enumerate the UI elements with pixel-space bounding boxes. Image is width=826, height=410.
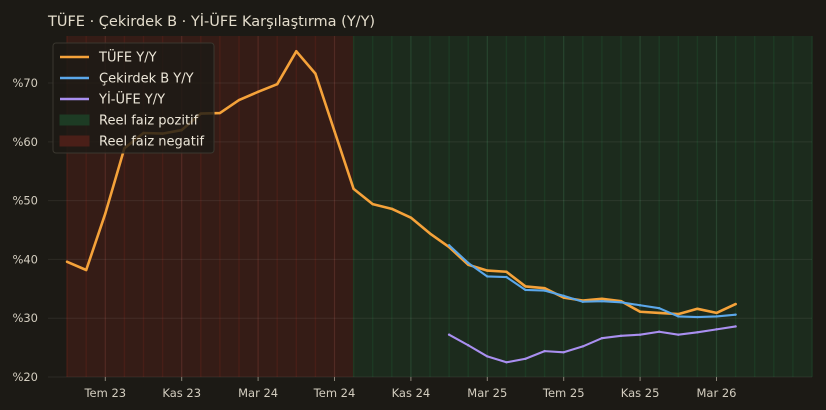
x-tick-label: Kas 24 [392, 386, 431, 400]
data-point [104, 212, 107, 215]
data-point [638, 333, 642, 336]
y-tick-label: %20 [12, 370, 38, 384]
data-point [638, 304, 642, 307]
legend-label: Çekirdek B Y/Y [99, 72, 194, 87]
data-point [715, 328, 718, 331]
x-tick-label: Kas 25 [621, 386, 660, 400]
data-point [600, 299, 604, 303]
data-point [543, 289, 546, 292]
data-point [486, 355, 489, 358]
x-tick-label: Mar 25 [467, 386, 507, 400]
data-point [447, 333, 451, 336]
data-point [581, 345, 584, 348]
data-point [715, 311, 718, 315]
data-point [734, 325, 737, 328]
x-tick-label: Mar 24 [238, 386, 278, 400]
legend-swatch-patch [59, 135, 90, 147]
series-line-2 [448, 325, 737, 364]
data-point [696, 315, 699, 319]
legend-label: Reel faiz pozitif [99, 114, 199, 129]
data-point [447, 244, 451, 247]
data-point [543, 287, 546, 290]
data-point [352, 187, 355, 191]
data-point [85, 268, 88, 272]
legend-label: Reel faiz negatif [99, 135, 204, 150]
plot-area: %20 %30 %40 %50 %60 %70 Tem 23 Kas 23 Mar 24 Tem … [12, 36, 813, 400]
data-point [409, 216, 413, 219]
data-point [505, 275, 508, 279]
data-point [505, 270, 508, 273]
y-tick-label: %50 [12, 194, 38, 208]
data-point [658, 311, 661, 315]
data-point [218, 111, 222, 115]
data-point [600, 336, 604, 340]
data-point [467, 261, 470, 265]
data-point [486, 269, 489, 272]
data-point [543, 349, 546, 353]
x-tick-label: Kas 23 [162, 386, 201, 400]
legend-swatch-patch [59, 114, 90, 126]
legend-label: Yİ-ÜFE Y/Y [98, 91, 165, 108]
data-point [677, 333, 680, 336]
data-point [658, 307, 661, 310]
data-point [677, 315, 680, 318]
data-point [524, 357, 527, 360]
data-point [505, 361, 508, 364]
data-point [658, 330, 661, 333]
data-point [486, 275, 489, 278]
y-tick-label: %70 [12, 76, 38, 90]
data-point [256, 90, 260, 94]
data-point [237, 98, 241, 102]
data-point [619, 301, 623, 304]
data-point [65, 260, 69, 263]
y-tick-label: %30 [12, 311, 38, 325]
legend-label: TÜFE Y/Y [98, 49, 157, 66]
data-point [619, 334, 623, 338]
data-point [428, 232, 432, 235]
data-point [562, 351, 565, 354]
data-point [314, 72, 317, 75]
data-point [734, 302, 737, 306]
data-point [333, 130, 336, 133]
series-line-1 [448, 244, 737, 319]
x-tick-label: Mar 26 [697, 386, 737, 400]
data-point [276, 83, 279, 86]
y-tick-label: %60 [12, 135, 38, 149]
data-point [390, 207, 393, 211]
data-point [562, 294, 565, 298]
data-point [467, 344, 470, 347]
x-tick-label: Tem 25 [542, 386, 585, 400]
legend-box [52, 42, 215, 154]
y-tick-label: %40 [12, 252, 38, 266]
data-point [295, 50, 298, 53]
data-point [734, 313, 737, 316]
data-point [524, 285, 527, 288]
data-point [696, 331, 699, 334]
data-point [371, 202, 374, 206]
data-point [600, 297, 604, 301]
x-tick-label: Tem 24 [313, 386, 356, 400]
chart-title: TÜFE · Çekirdek B · Yİ-ÜFE Karşılaştırma… [47, 12, 375, 30]
data-point [677, 312, 680, 316]
data-point [638, 310, 642, 313]
legend: TÜFE Y/Y Çekirdek B Y/Y Yİ-ÜFE Y/Y Reel fai… [52, 42, 215, 154]
data-point [581, 300, 584, 303]
x-tick-label: Tem 23 [83, 386, 126, 400]
data-point [715, 315, 718, 318]
data-point [524, 288, 527, 292]
data-point [696, 307, 699, 310]
